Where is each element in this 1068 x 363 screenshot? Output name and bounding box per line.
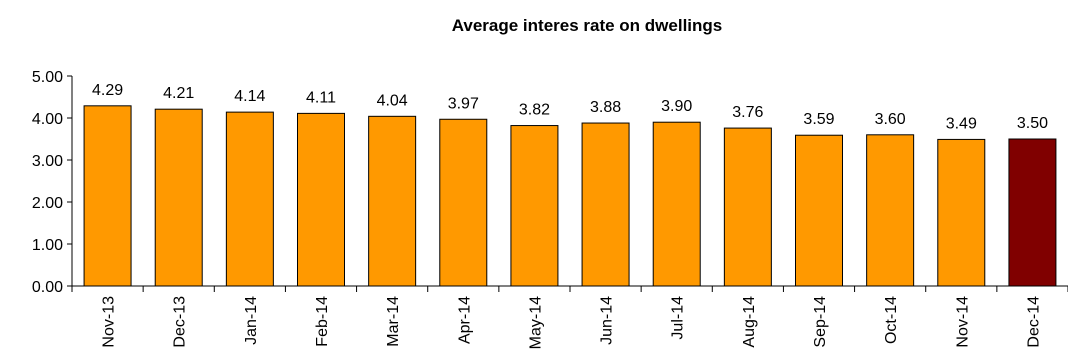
bar	[1008, 138, 1057, 287]
x-tick-label: Dec-13	[172, 296, 189, 348]
data-label: 4.21	[163, 85, 194, 102]
bar	[581, 122, 630, 287]
x-tick-label: Jun-14	[599, 296, 616, 345]
bar	[297, 112, 345, 287]
y-tick-label: 0.00	[32, 279, 63, 296]
bar	[225, 111, 274, 287]
bar	[368, 115, 417, 287]
bar	[795, 134, 843, 287]
data-label: 3.49	[946, 115, 977, 132]
x-tick-label: Jan-14	[243, 296, 260, 345]
data-label: 3.97	[448, 95, 479, 112]
x-tick-label: Apr-14	[456, 296, 473, 344]
bar	[83, 105, 132, 287]
bars	[83, 105, 1057, 287]
data-label: 4.11	[306, 89, 336, 106]
data-label: 3.90	[661, 98, 692, 115]
chart-title: Average interes rate on dwellings	[451, 16, 723, 35]
x-tick-label: Mar-14	[385, 296, 402, 347]
data-label: 3.76	[732, 104, 763, 121]
y-tick-label: 3.00	[32, 153, 63, 170]
bar	[866, 134, 915, 287]
x-tick-label: Sep-14	[812, 296, 829, 348]
bar	[510, 125, 559, 287]
data-label: 3.82	[519, 102, 550, 119]
x-tick-label: Nov-14	[954, 296, 971, 348]
x-tick-label: Feb-14	[314, 296, 331, 347]
bar	[154, 108, 203, 287]
data-label: 3.59	[803, 111, 834, 128]
data-label: 3.88	[590, 99, 621, 116]
x-tick-label: Oct-14	[883, 296, 900, 344]
bar	[652, 121, 701, 287]
x-tick-label: May-14	[527, 296, 544, 349]
y-tick-label: 5.00	[32, 69, 63, 86]
y-tick-label: 2.00	[32, 195, 63, 212]
bar	[723, 127, 772, 287]
data-label: 3.50	[1017, 115, 1048, 132]
data-label: 4.14	[234, 88, 265, 105]
y-tick-label: 1.00	[32, 237, 63, 254]
bar	[937, 138, 986, 287]
bar	[439, 118, 488, 287]
x-tick-label: Nov-13	[101, 296, 118, 348]
x-tick-label: Jul-14	[670, 296, 687, 340]
x-tick-label: Aug-14	[741, 296, 758, 348]
axes: 0.00 1.00 2.00 3.00 4.00 5.00	[32, 69, 1068, 296]
labels: 4.29 Nov-13 4.21 Dec-13 4.14 Jan-14 4.11 Feb-14…	[92, 82, 1048, 350]
data-label: 4.04	[377, 92, 408, 109]
y-tick-label: 4.00	[32, 111, 63, 128]
x-tick-label: Dec-14	[1025, 296, 1042, 348]
data-label: 4.29	[92, 82, 123, 99]
data-label: 3.60	[875, 111, 906, 128]
